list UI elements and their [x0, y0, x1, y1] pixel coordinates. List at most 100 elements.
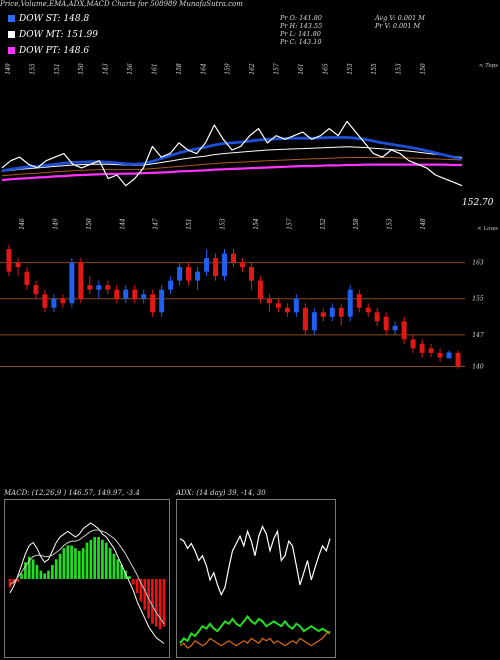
low-tick-label: 144	[119, 218, 126, 230]
top-tick-label: 143	[103, 63, 110, 75]
low-tick-label: 146	[19, 218, 26, 230]
candle-body	[42, 294, 48, 308]
top-tick-labels: 149 155 151 150 143 156 161 158 164 159 162 157 161 1…	[5, 63, 427, 75]
candle-body	[356, 294, 362, 308]
top-tick-label: 162	[249, 63, 256, 75]
low-tick-label: 147	[153, 218, 160, 230]
candle-body	[392, 325, 398, 331]
low-tick-label: 152	[320, 218, 327, 230]
top-tick-label: 159	[225, 63, 232, 75]
macd-histogram-bar	[8, 579, 12, 588]
top-tick-label: 151	[54, 63, 61, 74]
candle-body	[284, 307, 290, 313]
macd-histogram-bar	[85, 542, 89, 579]
macd-histogram-bar	[77, 551, 81, 579]
top-tick-label: 153	[396, 63, 403, 75]
chart-title: Price,Volume,EMA,ADX,MACD Charts for 508…	[0, 0, 243, 8]
candle-body	[195, 271, 201, 281]
prev-volume: Pr V: 0.001 M	[375, 22, 421, 30]
macd-histogram-bar	[27, 556, 31, 579]
candle-body	[374, 312, 380, 322]
dow-pt-label: DOW PT: 148.6	[19, 46, 90, 56]
macd-histogram-bar	[143, 579, 147, 610]
low-tick-label: 154	[253, 218, 260, 230]
low-tick-label: 158	[353, 218, 360, 230]
avg-volume: Avg V: 0.001 M	[375, 14, 425, 22]
candle-body	[266, 298, 272, 304]
macd-histogram-bar	[54, 559, 58, 579]
macd-histogram-bar	[43, 573, 46, 579]
macd-histogram-bar	[35, 565, 39, 579]
candle-body	[437, 352, 443, 358]
candle-body	[410, 339, 416, 349]
candle-body	[60, 298, 66, 304]
ema-lines	[1, 120, 463, 187]
candle-body	[347, 289, 353, 317]
macd-histogram-bar	[16, 579, 20, 582]
top-tick-label: 161	[298, 63, 305, 74]
candle-body	[293, 298, 299, 313]
low-tick-label: 157	[286, 218, 293, 230]
macd-histogram-bar	[131, 579, 135, 585]
top-tick-label: 164	[200, 63, 207, 75]
candle-body	[15, 262, 21, 268]
candle-body	[150, 294, 156, 313]
low-tick-label: 148	[420, 218, 427, 230]
level-label: 155	[472, 296, 484, 303]
candle-body	[383, 316, 389, 331]
adx-line	[179, 630, 331, 649]
candle-body	[401, 321, 407, 340]
macd-histogram-bar	[135, 579, 139, 593]
level-label: 163	[472, 260, 484, 267]
macd-histogram-bar	[158, 579, 162, 630]
low-tick-label: 153	[220, 218, 227, 230]
top-tick-label: 165	[322, 63, 329, 75]
candle-body	[24, 271, 30, 286]
adx-line	[179, 614, 331, 644]
macd-histogram-bar	[128, 576, 131, 579]
macd-histogram-bar	[81, 548, 85, 579]
candles	[6, 244, 461, 369]
candle-body	[248, 267, 254, 281]
candle-body	[446, 352, 452, 359]
candle-body	[177, 267, 183, 281]
dow-st-legend: DOW ST: 148.8	[8, 14, 89, 24]
candle-body	[132, 289, 138, 299]
candle-body	[33, 285, 39, 295]
macd-histogram-bar	[101, 539, 104, 579]
adx-chart	[176, 499, 336, 658]
macd-histogram-bar	[31, 559, 35, 579]
candle-body	[338, 307, 344, 317]
macd-line	[9, 529, 165, 625]
candle-body	[168, 280, 174, 290]
candle-body	[302, 307, 308, 331]
candle-body	[365, 307, 371, 313]
adx-line	[179, 525, 331, 597]
macd-histogram-bar	[70, 545, 73, 579]
candle-body	[87, 285, 93, 290]
macd-histogram-bar	[120, 565, 123, 579]
macd-histogram-bar	[51, 565, 54, 579]
macd-histogram-bar	[124, 570, 127, 579]
adx-label: ADX: (14 day) 39, -14, 30	[176, 489, 266, 497]
dow-mt-legend: DOW MT: 151.99	[8, 30, 98, 40]
top-tick-label: 149	[5, 63, 12, 75]
price-close: Pr C: 143.10	[280, 38, 322, 46]
macd-histogram-bar	[139, 579, 143, 602]
ema-series-line	[1, 157, 463, 177]
candle-body	[311, 312, 317, 331]
macd-histogram-bar	[66, 545, 70, 579]
low-tick-label: 151	[186, 218, 193, 229]
dow-mt-label: DOW MT: 151.99	[19, 30, 98, 40]
price-low: Pr L: 141.80	[280, 30, 321, 38]
candle-body	[123, 289, 129, 299]
macd-chart	[4, 499, 170, 658]
tops-label: < Tops	[479, 63, 498, 69]
candle-body	[257, 280, 263, 299]
macd-histogram-bar	[112, 553, 116, 579]
top-tick-label: 153	[347, 63, 354, 75]
macd-histogram-bar	[24, 562, 27, 579]
low-tick-label: 153	[387, 218, 394, 230]
dow-pt-legend: DOW PT: 148.6	[8, 46, 89, 56]
candle-body	[239, 262, 245, 268]
